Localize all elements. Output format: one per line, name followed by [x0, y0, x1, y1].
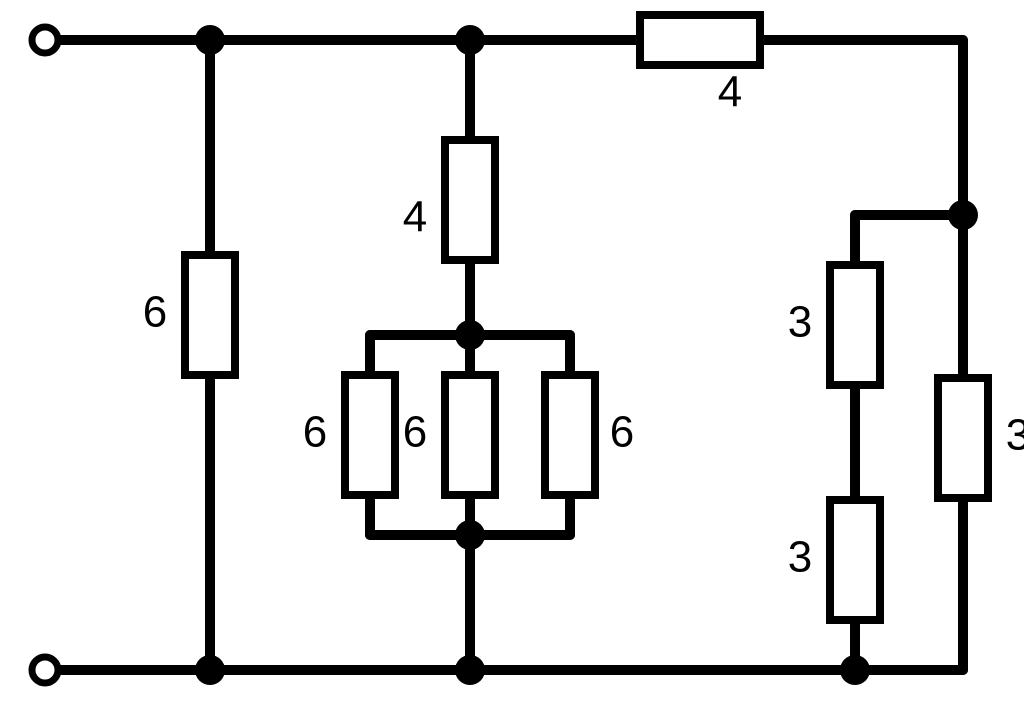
- resistor-R3_right: [938, 378, 988, 498]
- resistor-R3_ser_top: [830, 265, 880, 385]
- resistor-label-R3_right: 3: [1006, 411, 1024, 460]
- resistor-label-R6_left: 6: [143, 288, 167, 337]
- circuit-diagram: 6 4 4 6 6 6 3 3 3: [0, 0, 1024, 722]
- terminals-group: [32, 27, 58, 683]
- node-1: [455, 25, 485, 55]
- resistor-label-R6_a: 6: [303, 408, 327, 457]
- node-7: [948, 200, 978, 230]
- resistor-R4_mid: [445, 140, 495, 260]
- node-2: [455, 320, 485, 350]
- resistors-group: 6 4 4 6 6 6 3 3 3: [143, 15, 1024, 620]
- node-6: [840, 655, 870, 685]
- node-4: [195, 655, 225, 685]
- resistor-label-R3_ser_bot: 3: [788, 533, 812, 582]
- resistor-label-R4_mid: 4: [403, 193, 427, 242]
- node-3: [455, 520, 485, 550]
- resistor-R6_left: [185, 255, 235, 375]
- resistor-label-R6_b: 6: [403, 408, 427, 457]
- terminal-0: [32, 27, 58, 53]
- resistor-R6_b: [445, 375, 495, 495]
- resistor-label-R3_ser_top: 3: [788, 298, 812, 347]
- resistor-R3_ser_bot: [830, 500, 880, 620]
- resistor-R6_c: [545, 375, 595, 495]
- node-5: [455, 655, 485, 685]
- resistor-R6_a: [345, 375, 395, 495]
- node-0: [195, 25, 225, 55]
- resistor-label-R4_top: 4: [718, 68, 742, 117]
- resistor-label-R6_c: 6: [610, 408, 634, 457]
- resistor-R4_top: [640, 15, 760, 65]
- terminal-1: [32, 657, 58, 683]
